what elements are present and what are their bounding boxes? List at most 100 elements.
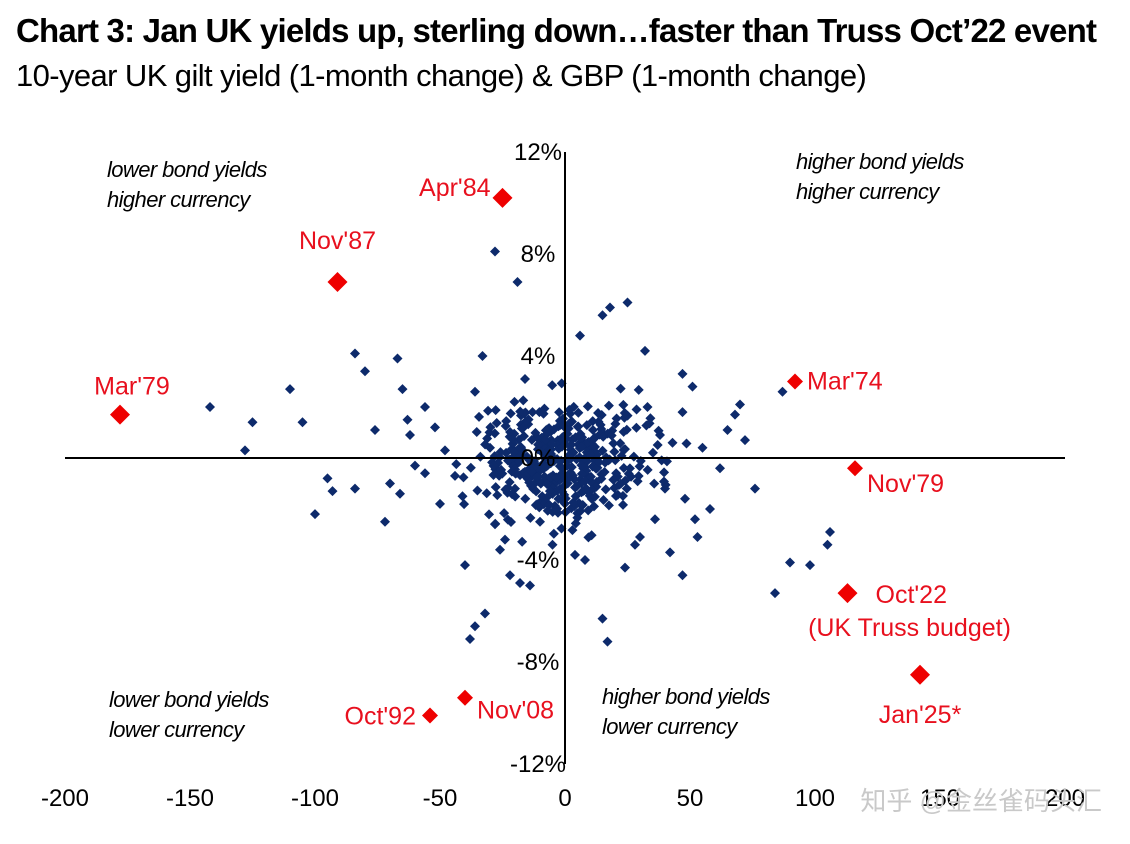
highlight-label: Mar'74 <box>807 368 883 396</box>
scatter-point <box>526 466 537 477</box>
highlight-label: Apr'84 <box>419 174 491 202</box>
scatter-point <box>581 483 592 494</box>
scatter-point <box>594 457 605 468</box>
scatter-point <box>490 482 501 493</box>
scatter-point <box>722 424 733 435</box>
scatter-point <box>615 383 626 394</box>
scatter-point <box>580 555 590 565</box>
scatter-point <box>539 403 550 414</box>
scatter-point <box>534 502 545 513</box>
highlight-label: Jan'25* <box>879 701 962 729</box>
scatter-point <box>547 380 558 391</box>
scatter-point <box>631 422 642 433</box>
x-tick-label: -200 <box>41 785 89 812</box>
scatter-point <box>573 407 584 418</box>
scatter-point <box>508 447 519 458</box>
scatter-point <box>554 407 565 418</box>
scatter-point <box>615 478 626 489</box>
quadrant-label: lower currency <box>109 717 246 742</box>
watermark: 知乎 @金丝雀码头汇 <box>860 786 1102 816</box>
scatter-point <box>628 451 639 462</box>
y-tick-label: -8% <box>517 649 560 676</box>
scatter-point <box>547 439 558 450</box>
scatter-point <box>618 499 629 510</box>
scatter-point <box>506 517 517 528</box>
scatter-point <box>420 468 430 479</box>
y-tick-label: -4% <box>517 547 560 574</box>
scatter-point <box>677 570 688 581</box>
scatter-point <box>647 447 658 458</box>
scatter-point <box>583 505 594 516</box>
quadrant-labels-group: lower bond yields higher currency higher b… <box>107 149 965 742</box>
scatter-point <box>575 506 586 517</box>
scatter-point <box>465 462 476 473</box>
scatter-point <box>457 491 468 502</box>
scatter-point <box>490 518 501 529</box>
scatter-point <box>517 536 528 547</box>
scatter-point <box>500 484 511 495</box>
scatter-point <box>587 425 598 436</box>
scatter-point <box>518 422 529 433</box>
scatter-point <box>520 493 531 504</box>
highlight-label: Oct'22 <box>876 581 947 609</box>
scatter-point <box>205 402 215 412</box>
scatter-point <box>589 491 600 502</box>
scatter-point <box>472 485 483 496</box>
scatter-point <box>402 414 413 425</box>
chart-title: Chart 3: Jan UK yields up, sterling down… <box>16 12 1097 49</box>
scatter-point <box>612 489 623 500</box>
highlight-label: Oct'92 <box>345 703 416 731</box>
scatter-point <box>603 400 614 411</box>
scatter-point <box>608 438 619 449</box>
scatter-point <box>653 425 664 436</box>
highlight-point <box>110 404 130 425</box>
scatter-point <box>397 384 408 395</box>
scatter-point <box>285 384 295 395</box>
quadrant-label: lower bond yields <box>107 157 267 182</box>
scatter-point <box>530 427 541 438</box>
quadrant-label: higher bond yields <box>602 684 770 709</box>
scatter-point <box>451 459 462 470</box>
scatter-point <box>505 570 515 581</box>
scatter-point <box>541 461 552 472</box>
scatter-point <box>566 416 577 427</box>
scatter-point <box>581 420 592 431</box>
highlight-point <box>492 187 513 208</box>
highlight-sublabel: (UK Truss budget) <box>808 614 1011 642</box>
axes-group <box>65 152 1065 764</box>
scatter-point <box>370 424 380 435</box>
scatter-point <box>527 407 538 418</box>
scatter-point <box>500 420 511 431</box>
scatter-point <box>531 472 542 483</box>
scatter-point <box>500 534 510 545</box>
scatter-point <box>515 577 525 588</box>
scatter-point <box>677 407 688 418</box>
scatter-point <box>483 405 494 416</box>
quadrant-label: higher currency <box>796 179 941 204</box>
scatter-point <box>501 447 512 458</box>
scatter-point <box>606 430 617 441</box>
scatter-point <box>609 483 620 494</box>
highlight-point <box>787 373 803 390</box>
scatter-point <box>631 404 642 415</box>
x-tick-label: 100 <box>795 785 835 812</box>
scatter-point <box>475 451 486 462</box>
scatter-point <box>484 509 495 520</box>
scatter-point <box>247 417 258 428</box>
scatter-point <box>350 348 360 359</box>
scatter-point <box>525 512 536 523</box>
quadrant-label: lower bond yields <box>109 687 269 712</box>
quadrant-label: lower currency <box>602 714 739 739</box>
scatter-point <box>622 297 633 308</box>
scatter-point <box>549 424 560 435</box>
scatter-point <box>507 434 518 445</box>
x-tick-label: 200 <box>1045 785 1085 812</box>
scatter-point <box>504 477 515 488</box>
x-tick-label: 0 <box>558 785 571 812</box>
highlight-label: Nov'87 <box>299 227 376 255</box>
scatter-point <box>518 431 529 442</box>
scatter-point <box>680 493 690 504</box>
scatter-point <box>540 434 551 445</box>
y-tick-label: 4% <box>521 343 556 370</box>
